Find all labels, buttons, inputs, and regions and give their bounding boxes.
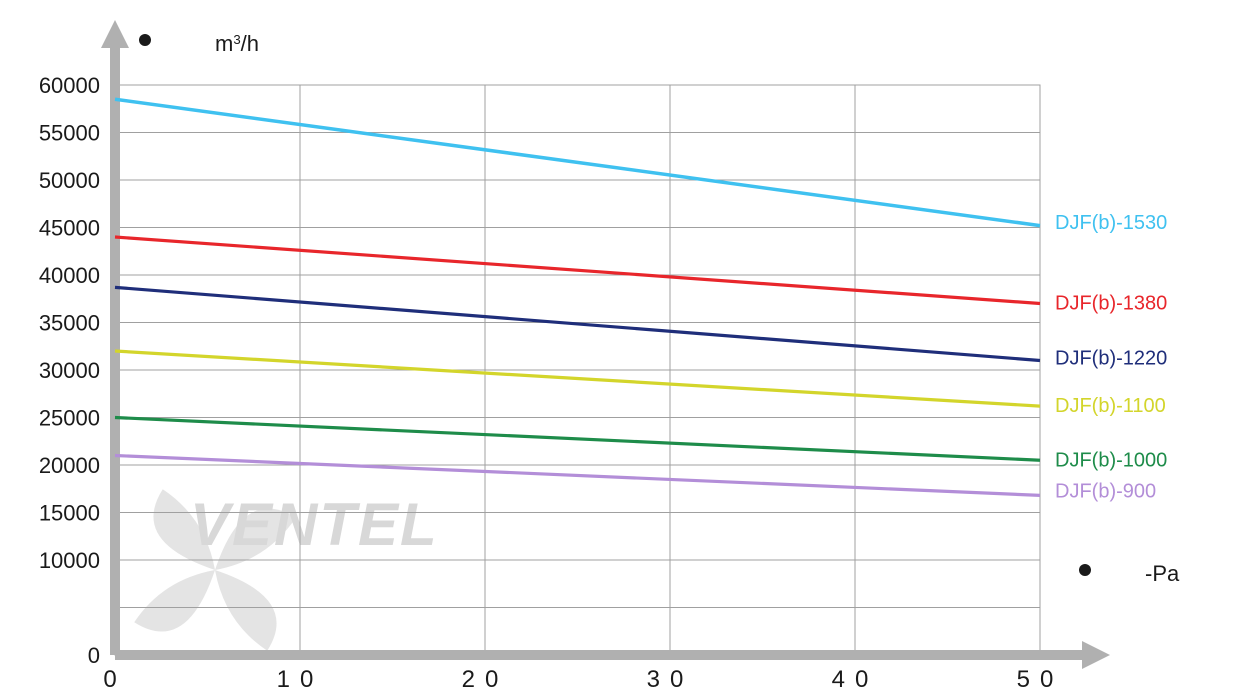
series-label-DJF(b)-900: DJF(b)-900 (1055, 481, 1156, 503)
svg-text:55000: 55000 (39, 121, 100, 146)
series-label-DJF(b)-1380: DJF(b)-1380 (1055, 293, 1167, 315)
series-label-DJF(b)-1100: DJF(b)-1100 (1055, 395, 1166, 417)
svg-text:20000: 20000 (39, 453, 100, 478)
x-axis-label: -Pa (1145, 561, 1180, 586)
y-axis-bullet (139, 34, 151, 46)
svg-text:30: 30 (647, 666, 694, 693)
svg-text:10: 10 (277, 666, 324, 693)
svg-text:45000: 45000 (39, 216, 100, 241)
svg-text:40: 40 (832, 666, 879, 693)
svg-text:20: 20 (462, 666, 509, 693)
svg-text:10000: 10000 (39, 548, 100, 573)
series-label-DJF(b)-1220: DJF(b)-1220 (1055, 348, 1167, 370)
x-axis-bullet (1079, 564, 1091, 576)
svg-text:0: 0 (88, 643, 100, 668)
watermark-text: VENTEL (190, 491, 439, 558)
svg-text:30000: 30000 (39, 358, 100, 383)
svg-text:40000: 40000 (39, 263, 100, 288)
svg-text:15000: 15000 (39, 501, 100, 526)
svg-text:50: 50 (1017, 666, 1064, 693)
svg-text:35000: 35000 (39, 311, 100, 336)
fan-performance-chart: VENTEL0100001500020000250003000035000400… (0, 0, 1234, 700)
svg-text:60000: 60000 (39, 73, 100, 98)
series-label-DJF(b)-1000: DJF(b)-1000 (1055, 449, 1167, 471)
svg-text:25000: 25000 (39, 406, 100, 431)
svg-text:0: 0 (103, 666, 126, 693)
series-label-DJF(b)-1530: DJF(b)-1530 (1055, 212, 1167, 234)
svg-text:50000: 50000 (39, 168, 100, 193)
